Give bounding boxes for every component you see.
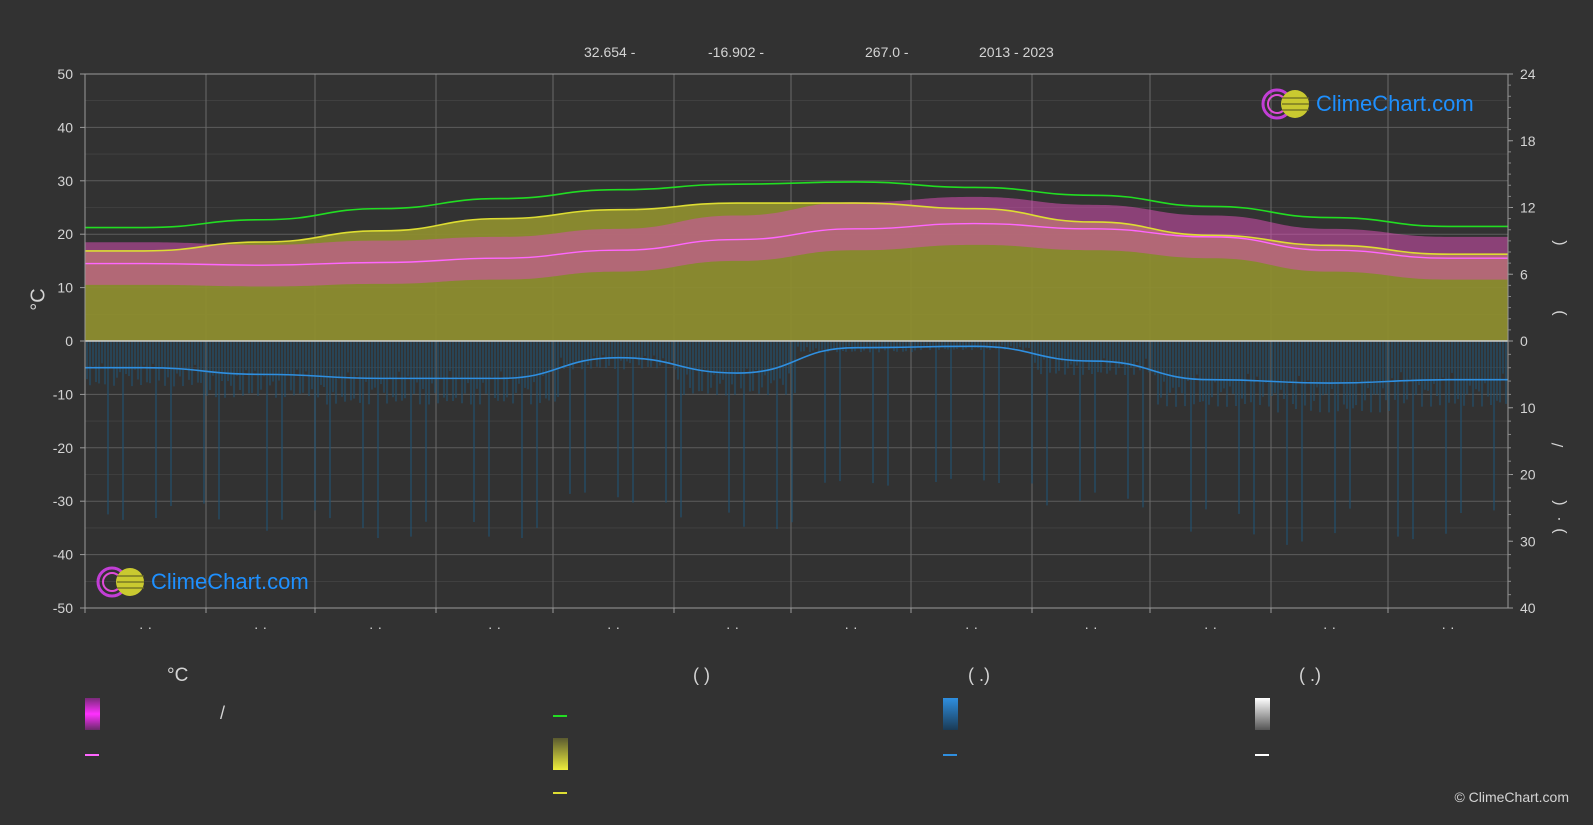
left-tick-label: -20 <box>53 440 73 456</box>
month-label: · · <box>965 619 978 635</box>
month-label: · · <box>488 619 501 635</box>
month-label: · · <box>1323 619 1336 635</box>
month-label: · · <box>254 619 267 635</box>
legend-slash: / <box>220 703 226 723</box>
right-bottom-tick-label: 10 <box>1520 400 1536 416</box>
right-glyph-5: · <box>1550 516 1568 522</box>
temperature-band <box>85 196 1508 287</box>
right-top-tick-label: 6 <box>1520 266 1528 282</box>
month-label: · · <box>726 619 739 635</box>
legend-snow-head: ( .) <box>1299 665 1321 685</box>
header-latitude: 32.654 - <box>584 44 636 60</box>
right-bottom-tick-label: 40 <box>1520 600 1536 616</box>
right-top-tick-label: 12 <box>1520 200 1536 216</box>
sunshine-line <box>84 202 1508 256</box>
temperature-mean-line <box>85 222 1508 266</box>
left-axis-unit: °C <box>27 288 50 311</box>
logo-bottom[interactable]: ClimeChart.com <box>95 565 309 599</box>
legend-swatch-temp-range <box>85 698 100 730</box>
copyright[interactable]: © ClimeChart.com <box>1454 789 1569 805</box>
month-label: · · <box>1084 619 1097 635</box>
logo-top[interactable]: ClimeChart.com <box>1260 87 1474 121</box>
legend-rain-head: ( .) <box>968 665 990 685</box>
header-elevation: 267.0 - <box>865 44 909 60</box>
right-bottom-tick-label: 20 <box>1520 467 1536 483</box>
legend-swatch-rain-range <box>943 698 958 730</box>
right-top-tick-label: 18 <box>1520 133 1536 149</box>
left-tick-label: 0 <box>65 333 73 349</box>
logo-bottom-text: ClimeChart.com <box>151 569 309 594</box>
legend-temperature-head: °C <box>167 665 189 686</box>
right-glyph-6: ) <box>1550 528 1568 534</box>
legend-swatch-temp-mean <box>85 754 99 756</box>
logo-top-text: ClimeChart.com <box>1316 91 1474 116</box>
left-tick-label: -10 <box>53 386 73 402</box>
left-tick-label: 30 <box>57 173 73 189</box>
month-label: · · <box>844 619 857 635</box>
right-bottom-tick-label: 30 <box>1520 533 1536 549</box>
month-label: · · <box>369 619 382 635</box>
right-top-tick-label: 24 <box>1520 66 1536 82</box>
month-label: · · <box>1441 619 1454 635</box>
climechart-logo-icon <box>96 566 144 598</box>
left-tick-label: 20 <box>57 226 73 242</box>
climechart-logo-icon <box>1261 88 1309 120</box>
month-label: · · <box>139 619 152 635</box>
right-glyph-3: / <box>1550 442 1568 448</box>
legend-sun-head: ( ) <box>693 665 710 685</box>
month-label: · · <box>607 619 620 635</box>
right-glyph-2: ) <box>1550 310 1568 316</box>
legend-swatch-sunshine-range <box>553 738 568 770</box>
left-tick-label: -30 <box>53 493 73 509</box>
legend-swatch-daylight <box>553 715 567 717</box>
daylight-line <box>85 181 1508 229</box>
right-glyph-1: ( <box>1550 240 1568 246</box>
legend-swatch-rain-mean <box>943 754 957 756</box>
precipitation-line <box>84 345 1508 384</box>
right-glyph-4: ( <box>1550 500 1568 506</box>
left-tick-label: -50 <box>53 600 73 616</box>
legend-swatch-snow-range <box>1255 698 1270 730</box>
left-tick-label: 40 <box>57 119 73 135</box>
header-longitude: -16.902 - <box>708 44 765 60</box>
header-years: 2013 - 2023 <box>979 44 1054 60</box>
left-tick-label: 10 <box>57 280 73 296</box>
left-tick-label: -40 <box>53 547 73 563</box>
month-label: · · <box>1204 619 1217 635</box>
right-top-tick-label: 0 <box>1520 333 1528 349</box>
legend-swatch-sunshine <box>553 792 567 794</box>
legend-swatch-snow-mean <box>1255 754 1269 756</box>
left-tick-label: 50 <box>57 66 73 82</box>
